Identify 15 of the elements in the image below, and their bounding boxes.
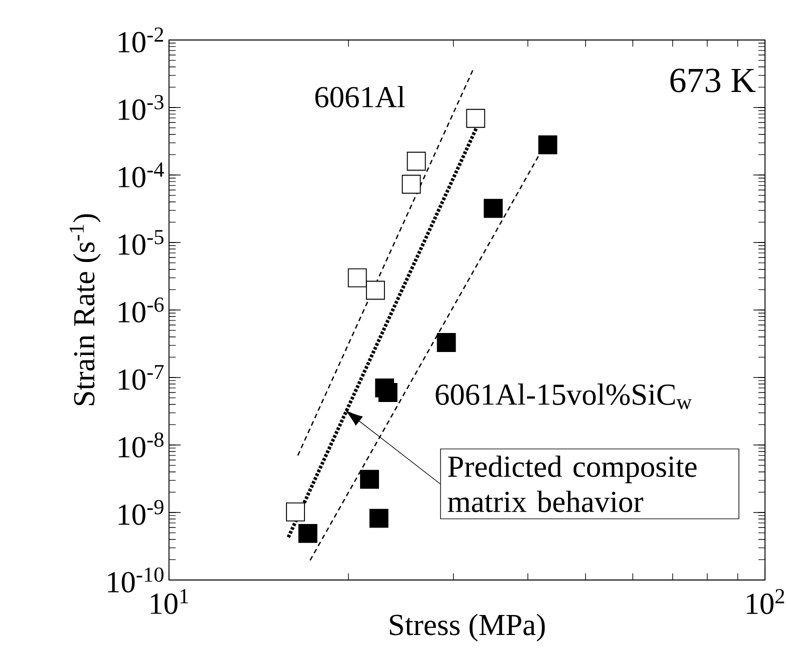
annotation: Predicted composite matrix behavior — [448, 456, 697, 512]
annotation: 673 K — [670, 68, 756, 92]
annotation: 6061Al-15vol%SiC$_{w}$ — [436, 384, 692, 410]
y-tick-label: 10$^{-8}$ — [118, 432, 164, 458]
annotation: 6061Al — [315, 86, 405, 108]
y-tick-label: 10$^{-7}$ — [118, 365, 164, 390]
y-tick-label: 10$^{-4}$ — [118, 162, 164, 188]
x-tick-label: 10$^{2}$ — [746, 589, 784, 614]
y-tick-label: 10$^{-9}$ — [118, 500, 164, 525]
y-tick-label: 10$^{-5}$ — [118, 230, 164, 255]
x-axis-title: Stress (MPa) — [390, 614, 545, 642]
y-tick-label: 10$^{-2}$ — [118, 28, 164, 52]
y-tick-label: 10$^{-6}$ — [118, 298, 164, 322]
y-tick-label: 10$^{-3}$ — [118, 95, 164, 120]
y-axis-title: Strain Rate (s$^{-1}$) — [70, 214, 101, 406]
